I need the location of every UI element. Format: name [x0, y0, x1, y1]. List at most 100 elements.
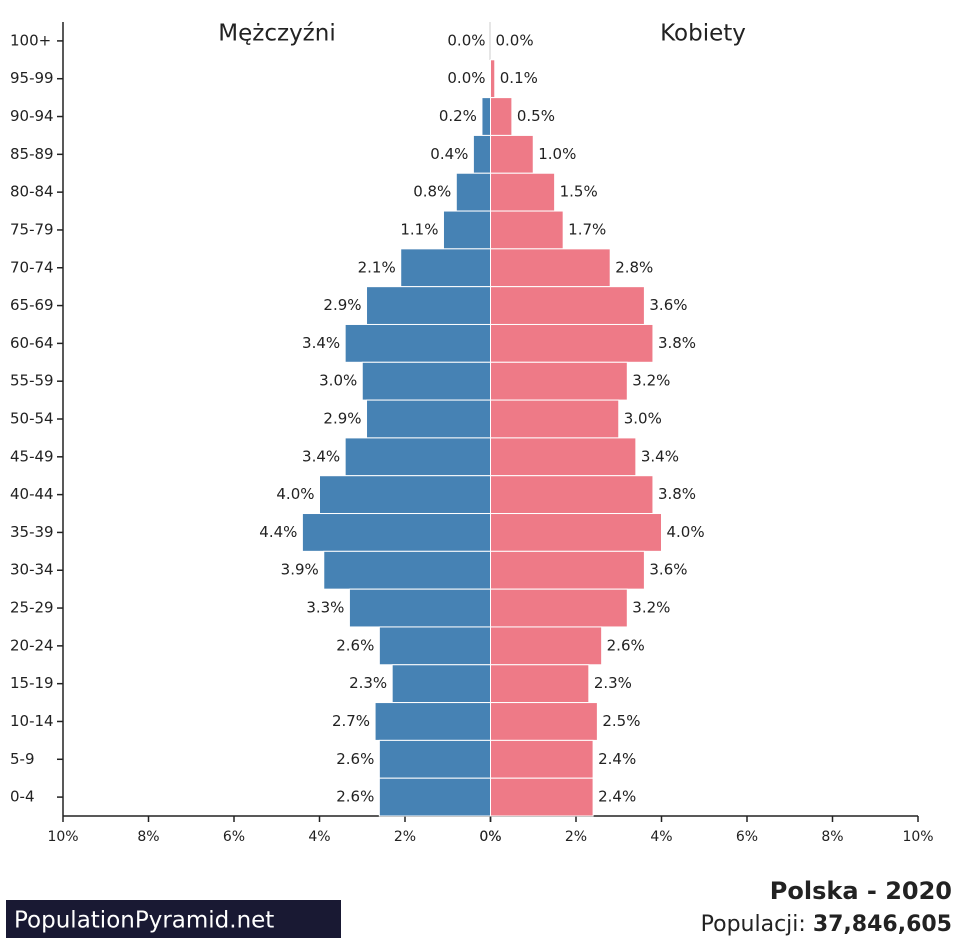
- watermark-box: [6, 900, 341, 938]
- y-tick-label: 25-29: [10, 599, 54, 617]
- bar: [490, 664, 590, 704]
- x-tick-label: 6%: [736, 829, 758, 845]
- bar: [378, 626, 492, 666]
- bar: [490, 626, 603, 666]
- value-label: 2.5%: [602, 712, 640, 730]
- bar: [490, 361, 628, 401]
- y-tick-label: 55-59: [10, 372, 54, 390]
- legend-label: Mężczyźni: [218, 21, 335, 47]
- value-label: 2.9%: [323, 296, 361, 314]
- x-tick-label: 10%: [902, 829, 933, 845]
- y-tick-label: 35-39: [10, 523, 54, 541]
- y-tick-label: 100+: [10, 31, 51, 49]
- y-tick-label: 85-89: [10, 145, 54, 163]
- population: 37,846,605: [813, 912, 952, 937]
- bar: [442, 210, 492, 250]
- value-label: 0.8%: [413, 183, 451, 201]
- y-tick-label: 10-14: [10, 712, 54, 730]
- value-label: 0.4%: [430, 145, 468, 163]
- y-tick-label: 70-74: [10, 258, 54, 276]
- value-label: 3.4%: [302, 447, 340, 465]
- y-tick-label: 60-64: [10, 334, 54, 352]
- value-label: 3.0%: [624, 410, 662, 428]
- y-tick-label: 45-49: [10, 447, 54, 465]
- bar: [378, 777, 492, 817]
- bar: [490, 210, 564, 250]
- bar: [319, 475, 491, 515]
- value-label: 2.6%: [336, 750, 374, 768]
- bar: [455, 172, 491, 212]
- bar: [490, 286, 645, 325]
- subtitle: Populacji: 37,846,605: [701, 912, 952, 937]
- value-label: 2.7%: [332, 712, 370, 730]
- value-label: 2.6%: [607, 636, 645, 654]
- bar: [378, 739, 492, 779]
- y-tick-label: 50-54: [10, 410, 54, 428]
- value-label: 2.3%: [349, 674, 387, 692]
- bar: [344, 323, 491, 363]
- value-label: 3.8%: [658, 334, 696, 352]
- bar: [490, 513, 662, 552]
- value-label: 3.4%: [641, 447, 679, 465]
- bar: [366, 399, 491, 439]
- y-tick-label: 5-9: [10, 750, 35, 768]
- value-label: 2.6%: [336, 788, 374, 806]
- x-tick-label: 6%: [223, 829, 245, 845]
- x-tick-label: 8%: [137, 829, 159, 845]
- population-label: Populacji:: [701, 912, 806, 937]
- y-tick-label: 75-79: [10, 220, 54, 238]
- value-label: 2.8%: [615, 258, 653, 276]
- x-tick-label: 2%: [565, 829, 587, 845]
- bar: [490, 59, 496, 99]
- bar: [490, 248, 611, 288]
- bar: [344, 437, 491, 477]
- value-label: 2.1%: [358, 258, 396, 276]
- value-label: 2.9%: [323, 410, 361, 428]
- y-tick-label: 95-99: [10, 69, 54, 87]
- bar: [481, 97, 492, 136]
- value-label: 1.7%: [568, 220, 606, 238]
- bar: [490, 134, 534, 174]
- x-tick-label: 4%: [650, 829, 672, 845]
- y-tick-label: 80-84: [10, 183, 54, 201]
- value-label: 1.1%: [400, 220, 438, 238]
- bar: [490, 702, 598, 741]
- value-label: 2.6%: [336, 636, 374, 654]
- value-label: 4.4%: [259, 523, 297, 541]
- y-tick-label: 65-69: [10, 296, 54, 314]
- x-tick-label: 0%: [479, 829, 501, 845]
- value-label: 2.4%: [598, 750, 636, 768]
- value-label: 3.8%: [658, 485, 696, 503]
- value-label: 3.3%: [306, 599, 344, 617]
- value-label: 1.0%: [538, 145, 576, 163]
- value-label: 0.2%: [439, 107, 477, 125]
- bar: [323, 550, 491, 590]
- value-label: 0.1%: [500, 69, 538, 87]
- y-tick-label: 90-94: [10, 107, 54, 125]
- y-tick-label: 40-44: [10, 485, 54, 503]
- y-tick-label: 30-34: [10, 561, 54, 579]
- x-tick-label: 4%: [308, 829, 330, 845]
- x-tick-label: 0%: [479, 829, 501, 845]
- x-tick-label: 2%: [394, 829, 416, 845]
- bar: [301, 513, 491, 552]
- value-label: 0.0%: [447, 31, 485, 49]
- value-label: 3.2%: [632, 599, 670, 617]
- bar: [490, 739, 594, 779]
- value-label: 0.0%: [447, 69, 485, 87]
- bar: [490, 97, 513, 136]
- value-label: 2.3%: [594, 674, 632, 692]
- value-label: 3.2%: [632, 372, 670, 390]
- value-label: 3.6%: [649, 561, 687, 579]
- value-label: 0.0%: [496, 31, 534, 49]
- chart-title: Polska - 2020: [770, 877, 952, 905]
- x-tick-label: 10%: [47, 829, 78, 845]
- bar: [400, 248, 492, 288]
- bar: [490, 588, 628, 628]
- y-tick-label: 20-24: [10, 636, 54, 654]
- x-tick-label: 8%: [821, 829, 843, 845]
- legend-label: Kobiety: [660, 21, 746, 47]
- bar: [490, 475, 654, 515]
- value-label: 1.5%: [560, 183, 598, 201]
